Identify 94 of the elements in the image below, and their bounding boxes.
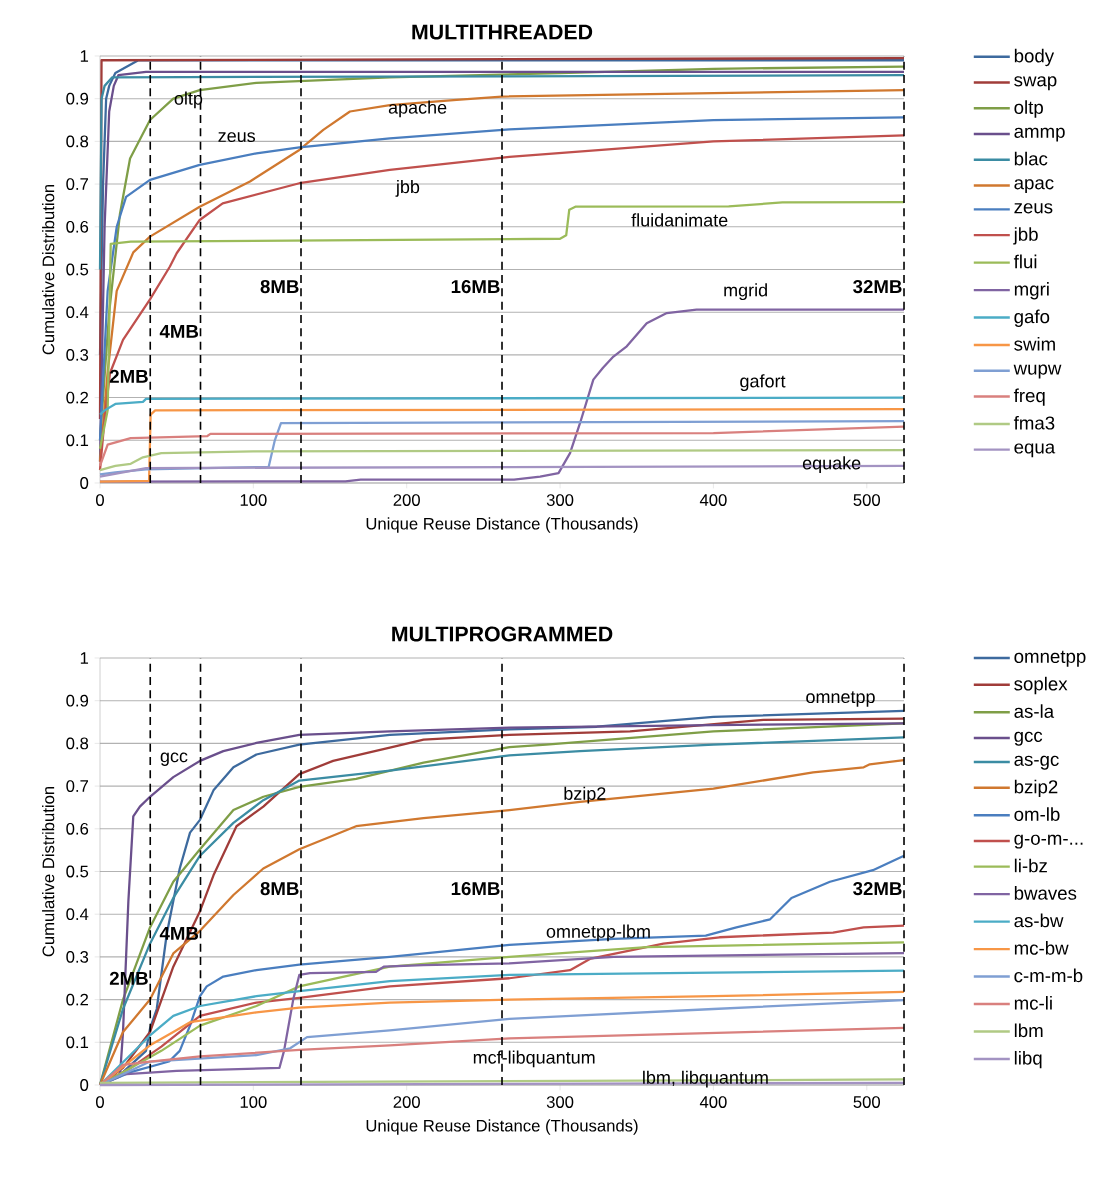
y-tick-label: 0.4 bbox=[66, 908, 89, 921]
y-axis-title: Cumulative Distribution bbox=[42, 184, 55, 355]
y-tick-label: 1 bbox=[80, 652, 89, 664]
y-tick-label: 0.4 bbox=[66, 306, 89, 319]
legend-label: as-la bbox=[1014, 704, 1055, 718]
x-tick-label: 0 bbox=[96, 494, 104, 506]
legend-label: om-lb bbox=[1014, 807, 1060, 821]
annotation: lbm, libquantum bbox=[643, 1070, 768, 1088]
ref-line-label: 16MB bbox=[451, 881, 500, 896]
annotation: oltp bbox=[174, 91, 203, 109]
ref-line-label: 8MB bbox=[260, 881, 299, 896]
x-tick-label: 400 bbox=[699, 1096, 727, 1108]
x-tick-label: 0 bbox=[96, 1096, 104, 1108]
legend-label: blac bbox=[1014, 151, 1048, 166]
legend-label: bwaves bbox=[1014, 886, 1077, 900]
legend-label: equa bbox=[1014, 443, 1056, 458]
ref-line-label: 2MB bbox=[109, 369, 148, 383]
y-tick-label: 0.1 bbox=[66, 1036, 89, 1049]
legend-label: as-bw bbox=[1014, 913, 1064, 928]
legend-label: li-bz bbox=[1014, 858, 1047, 873]
legend-label: gafo bbox=[1014, 309, 1050, 327]
annotation: fluidanimate bbox=[631, 213, 728, 227]
legend-label: soplex bbox=[1014, 676, 1068, 695]
annotation: omnetpp-lbm bbox=[546, 924, 650, 942]
x-tick-label: 500 bbox=[853, 494, 881, 506]
legend-label: mc-li bbox=[1014, 996, 1052, 1010]
annotation: omnetpp bbox=[806, 691, 875, 707]
y-tick-label: 0.6 bbox=[66, 220, 89, 233]
annotation: mcf-libquantum bbox=[473, 1050, 595, 1068]
legend-label: wupw bbox=[1013, 364, 1062, 379]
x-tick-label: 100 bbox=[240, 1096, 267, 1108]
annotation: gafort bbox=[740, 374, 786, 392]
x-tick-label: 100 bbox=[240, 494, 267, 506]
annotation: equake bbox=[802, 456, 861, 474]
chart-title: MULTIPROGRAMMED bbox=[392, 626, 613, 642]
legend-label: g-o-m-... bbox=[1014, 834, 1083, 849]
legend-label: apac bbox=[1014, 179, 1054, 194]
y-tick-label: 0.8 bbox=[66, 737, 89, 750]
y-tick-label: 0.6 bbox=[66, 822, 89, 835]
annotation: bzip2 bbox=[564, 786, 606, 804]
y-tick-label: 0.7 bbox=[66, 780, 89, 792]
legend-label: zeus bbox=[1014, 203, 1053, 214]
y-axis-title: Cumulative Distribution bbox=[42, 786, 55, 957]
y-tick-label: 0.3 bbox=[66, 348, 89, 361]
legend-label: mc-bw bbox=[1014, 941, 1069, 955]
annotation: apache bbox=[388, 100, 447, 118]
annotation: zeus bbox=[218, 132, 256, 143]
y-tick-label: 0.5 bbox=[66, 263, 89, 276]
legend-label: omnetpp bbox=[1014, 650, 1086, 667]
legend-label: lbm bbox=[1014, 1023, 1043, 1038]
legend-label: libq bbox=[1014, 1050, 1042, 1069]
y-tick-label: 0.1 bbox=[66, 434, 89, 447]
y-tick-label: 0.7 bbox=[66, 178, 89, 190]
y-tick-label: 0.3 bbox=[66, 950, 89, 963]
ref-line-label: 16MB bbox=[451, 279, 500, 294]
legend-label: jbb bbox=[1013, 227, 1038, 245]
ref-line-label: 32MB bbox=[853, 881, 902, 896]
annotation: mgrid bbox=[724, 283, 767, 301]
legend-label: c-m-m-b bbox=[1014, 968, 1083, 983]
legend-label: ammp bbox=[1014, 127, 1065, 142]
legend-label: freq bbox=[1013, 388, 1045, 406]
y-tick-label: 1 bbox=[80, 50, 89, 62]
legend-label: gcc bbox=[1014, 731, 1043, 746]
x-tick-label: 200 bbox=[393, 494, 420, 506]
x-tick-label: 300 bbox=[546, 494, 574, 506]
y-tick-label: 0.9 bbox=[66, 92, 89, 105]
y-tick-label: 0.9 bbox=[66, 694, 89, 707]
legend-label: swap bbox=[1014, 76, 1057, 91]
x-tick-label: 400 bbox=[699, 494, 727, 506]
y-tick-label: 0.2 bbox=[66, 391, 89, 404]
y-tick-label: 0 bbox=[80, 1079, 89, 1091]
x-axis-title: Unique Reuse Distance (Thousands) bbox=[366, 517, 638, 533]
ref-line-label: 32MB bbox=[853, 279, 902, 294]
legend-label: bzip2 bbox=[1014, 779, 1058, 798]
chart-title: MULTITHREADED bbox=[412, 24, 593, 40]
legend-label: mgri bbox=[1014, 282, 1049, 300]
annotation: jbb bbox=[395, 179, 420, 197]
legend-label: as-gc bbox=[1014, 755, 1059, 770]
y-tick-label: 0.2 bbox=[66, 993, 89, 1006]
ref-line-label: 8MB bbox=[260, 279, 299, 294]
legend-label: flui bbox=[1013, 254, 1037, 269]
legend-label: swim bbox=[1014, 337, 1055, 351]
y-tick-label: 0.8 bbox=[66, 135, 89, 148]
x-tick-label: 300 bbox=[546, 1096, 574, 1108]
y-tick-label: 0 bbox=[80, 477, 89, 489]
x-axis-title: Unique Reuse Distance (Thousands) bbox=[366, 1119, 638, 1135]
x-tick-label: 200 bbox=[393, 1096, 420, 1108]
legend-label: oltp bbox=[1014, 100, 1043, 118]
x-tick-label: 500 bbox=[853, 1096, 881, 1108]
y-tick-label: 0.5 bbox=[66, 865, 89, 878]
legend-label: fma3 bbox=[1013, 415, 1055, 430]
ref-line-label: 4MB bbox=[159, 324, 199, 338]
legend-label: body bbox=[1014, 48, 1055, 67]
annotation: gcc bbox=[160, 752, 188, 766]
